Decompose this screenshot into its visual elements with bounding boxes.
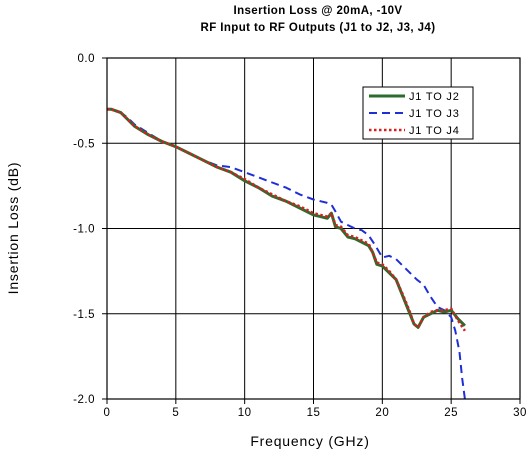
series-lines (107, 107, 466, 400)
legend-label-j1-to-j3: J1 TO J3 (409, 108, 460, 120)
y-tick-label: -2.0 (73, 394, 95, 406)
y-axis-label: Insertion Loss (dB) (5, 162, 21, 295)
y-tick-label: 0.0 (78, 53, 96, 65)
chart-subtitle: RF Input to RF Outputs (J1 to J2, J3, J4… (201, 22, 436, 34)
series-line-j1-to-j3 (107, 108, 466, 400)
y-tick-label: -1.5 (73, 309, 95, 321)
x-tick-label: 5 (172, 407, 179, 419)
x-tick-label: 10 (238, 407, 252, 419)
axis-ticks: 0 5 10 15 20 25 30 0.0 -0.5 -1.0 -1.5 -2.0 (73, 53, 527, 419)
x-tick-label: 20 (375, 407, 389, 419)
x-tick-label: 25 (444, 407, 458, 419)
legend-label-j1-to-j4: J1 TO J4 (409, 125, 460, 137)
plot-area-frame (106, 57, 521, 400)
series-line-j1-to-j2 (107, 107, 466, 329)
x-tick-label: 15 (307, 407, 321, 419)
y-tick-label: -1.0 (73, 224, 95, 236)
x-tick-label: 30 (513, 407, 527, 419)
series-line-j1-to-j4 (107, 107, 466, 332)
chart-title: Insertion Loss @ 20mA, -10V (233, 5, 402, 17)
x-axis-label: Frequency (GHz) (250, 433, 369, 449)
legend: J1 TO J2 J1 TO J3 J1 TO J4 (362, 86, 474, 140)
y-tick-label: -0.5 (73, 138, 95, 150)
legend-label-j1-to-j2: J1 TO J2 (409, 91, 460, 103)
x-tick-label: 0 (104, 407, 111, 419)
